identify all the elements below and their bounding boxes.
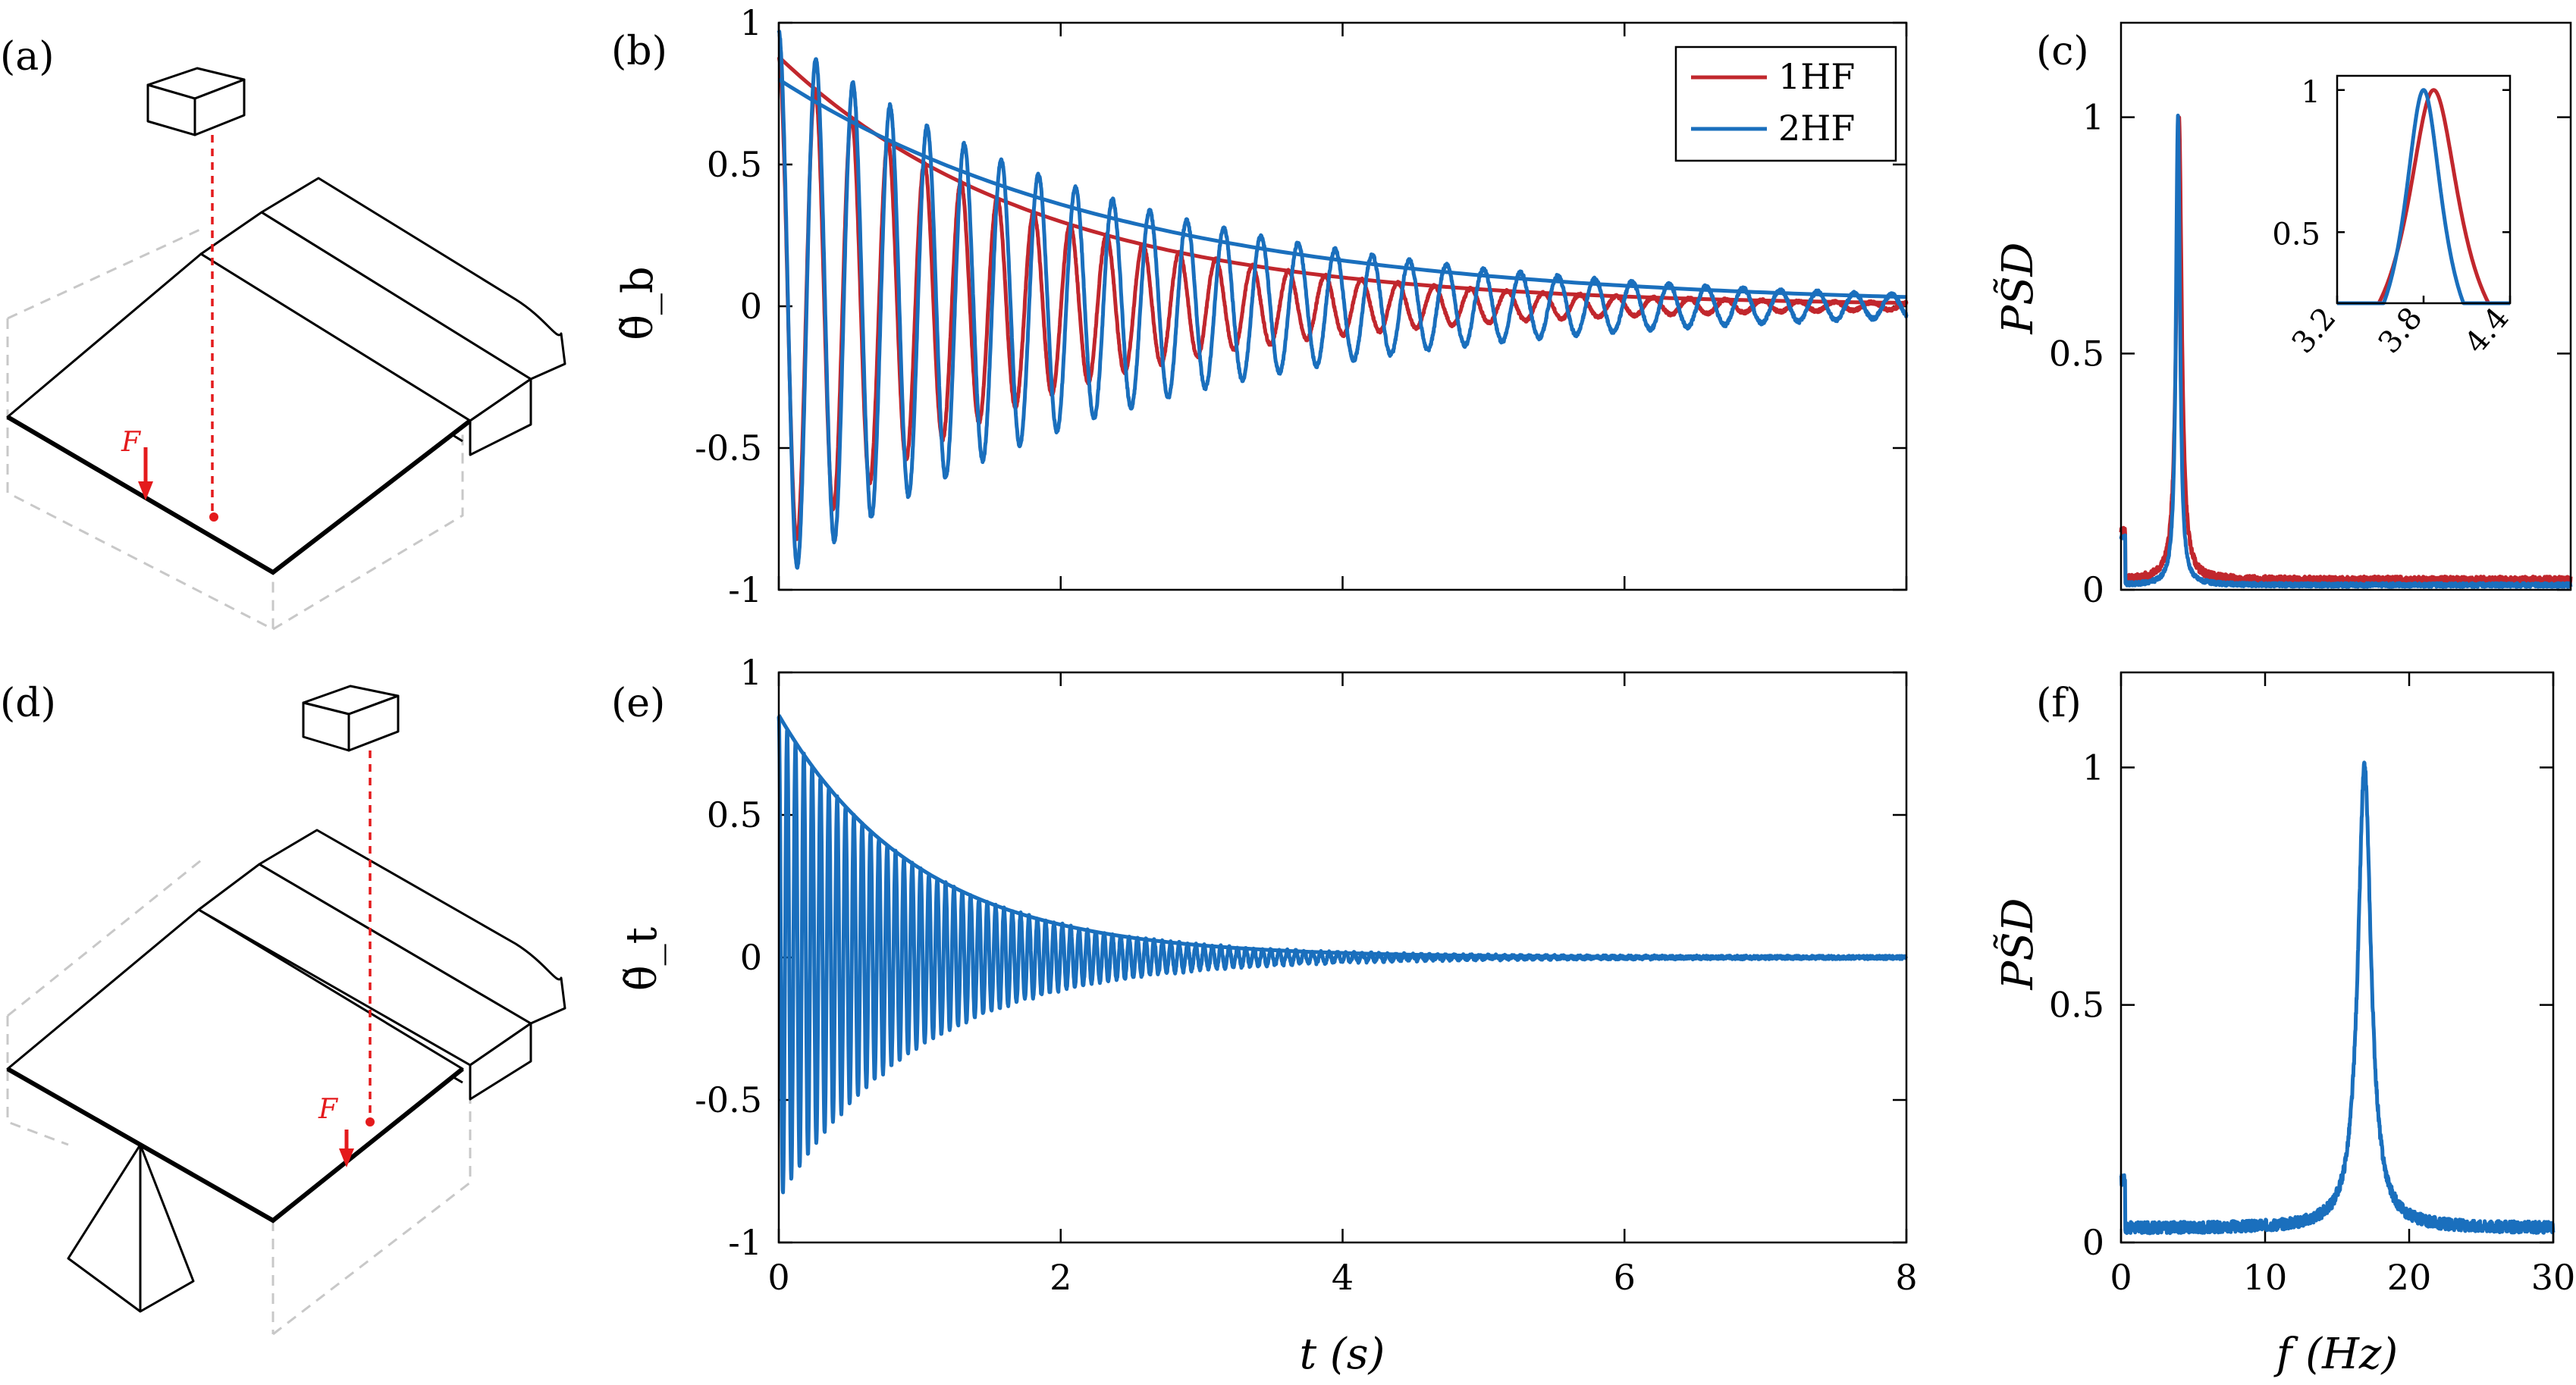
y-tick-label: 0.5 [2049,333,2104,374]
panel-label-d: (d) [0,681,56,726]
ylabel-b: θ̃_b [613,266,663,340]
panel-label-f: (f) [2036,681,2082,726]
clamp-top-a [260,177,566,381]
sketch-a: (a) F [0,34,566,631]
y-tick-label: 0.5 [707,794,762,835]
y-tick-label: -0.5 [695,1079,762,1120]
envelope-2HF [777,714,1906,960]
laser-spot-a [209,512,218,522]
x-tick-label: 20 [2387,1257,2432,1298]
x-tick-label: 6 [1614,1257,1636,1298]
ylabel-c: PS̃D [1993,243,2043,335]
support-prism-d [67,1143,195,1313]
series-line-2HF [777,30,1909,570]
ticks-f: 0 10 20 30 0 0.5 1 [2049,672,2575,1298]
sketch-d: (d) F [0,681,566,1336]
camera-a [146,67,246,136]
series-e [777,714,1909,1195]
x-tick-label: 0 [767,1257,789,1298]
psd-line-2HF [2119,113,2573,589]
y-tick-label: 0.5 [2049,985,2104,1026]
panel-label-e: (e) [611,681,665,726]
camera-d [302,685,400,752]
series-line-1HF [777,55,1909,541]
x-tick-label: 2 [1050,1257,1072,1298]
y-tick-label: 1 [2082,747,2104,788]
force-arrowhead-a [138,481,153,500]
plot-e: (e) θ̃_t 0 2 4 6 8 -1 -0.5 0 0.5 1 t (s) [611,652,1918,1379]
y-tick-label: -1 [728,569,762,610]
psd-line-1HF [2119,115,2573,586]
laser-spot-d [366,1117,375,1126]
inset-c: 3.2 3.8 4.4 0.5 1 [2272,74,2516,360]
x-tick-label: 0 [2110,1257,2132,1298]
ylabel-f: PS̃D [1993,898,2043,991]
y-tick-label: 1 [2301,75,2320,110]
xlabel-f: f (Hz) [2273,1330,2399,1379]
x-tick-label: 10 [2243,1257,2288,1298]
legend-box [1674,45,1897,162]
x-tick-label: 3.2 [2286,301,2343,360]
panel-label-c: (c) [2036,29,2089,74]
envelope-2HF [777,77,1907,299]
force-label-d: F [318,1094,339,1125]
panel-label-a: (a) [0,34,55,80]
y-tick-label: -0.5 [695,428,762,468]
xlabel-e: t (s) [1300,1330,1385,1379]
ticks-c: 00.51 [2049,97,2571,610]
y-tick-label: -1 [728,1222,762,1263]
y-tick-label: 0 [740,937,762,978]
inset-frame [2336,74,2512,305]
y-tick-label: 0.5 [707,144,762,185]
y-tick-label: 1 [2082,97,2104,138]
ticks-b: -1 -0.5 0 0.5 1 [695,2,1908,610]
frame-c [2119,21,2572,591]
frame-e [777,671,1908,1244]
force-arrowhead-d [339,1148,354,1167]
legend-b: 1HF 2HF [1674,45,1897,162]
panel-label-b: (b) [611,29,667,74]
x-tick-label: 8 [1895,1257,1917,1298]
legend-label-1hf: 1HF [1778,56,1855,97]
clamp-side-a [469,378,532,456]
y-tick-label: 1 [740,652,762,693]
psd-line-2HF [2119,760,2556,1236]
x-tick-label: 4.4 [2458,301,2516,360]
y-tick-label: 1 [740,2,762,43]
clamp-side-d [469,1022,532,1101]
series-c [2119,113,2573,589]
frame-b [777,21,1908,591]
plot-b: (b) θ̃_b -1 -0.5 0 0.5 1 1HF 2HF [611,2,1909,610]
frame-f [2119,671,2555,1244]
legend-label-2hf: 2HF [1778,108,1855,149]
series-b [777,30,1909,570]
y-tick-label: 0.5 [2272,217,2320,252]
x-tick-label: 3.8 [2372,301,2430,360]
x-tick-label: 4 [1332,1257,1354,1298]
y-tick-label: 0 [2082,1222,2104,1263]
clamp-top-d [258,829,566,1025]
plate-edge-a [6,415,472,575]
plot-f: (f) PS̃D 0 10 20 30 0 0.5 1 f (Hz) [1993,671,2575,1379]
ylabel-e: θ̃_t [617,926,667,991]
y-tick-label: 0 [740,286,762,327]
plot-c: (c) PS̃D 00.51 3.2 3.8 4.40.51 [1993,21,2573,610]
x-tick-label: 30 [2531,1257,2576,1298]
force-label-a: F [121,427,142,458]
series-f [2119,760,2556,1236]
y-tick-label: 0 [2082,569,2104,610]
plate-edge-d [6,1067,464,1224]
